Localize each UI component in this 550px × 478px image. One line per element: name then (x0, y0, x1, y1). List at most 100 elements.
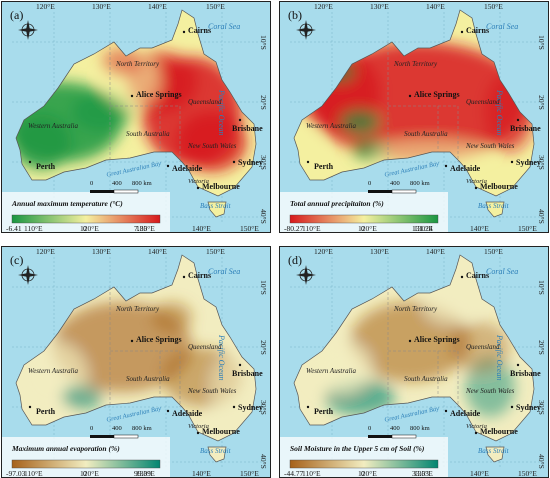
panel-label: (b) (288, 8, 302, 22)
state-borders (387, 287, 459, 407)
left-tick-label: 10°S (1, 300, 4, 315)
new-south-wales-label: New South Wales (188, 387, 237, 395)
bottom-tick-label: 140°E (192, 224, 211, 233)
right-tick-label: 40°S (536, 209, 546, 224)
right-tick-label: 10°S (258, 35, 268, 50)
south-australia-label: South Australia (126, 375, 170, 383)
bottom-tick-label: 150°E (240, 469, 259, 478)
city-label-cairns: Cairns (188, 271, 212, 280)
top-tick-label: 150°E (206, 247, 225, 256)
city-label-alice-springs: Alice Springs (414, 90, 460, 99)
left-tick-label: 10°S (279, 55, 282, 70)
coral-sea-label: Coral Sea (486, 22, 519, 31)
state-borders (109, 287, 181, 407)
right-tick-label: 20°S (536, 95, 546, 110)
city-markers (306, 30, 520, 190)
map-panel: (b) Total annual precipitaiton (%) -80.27 0… (279, 1, 549, 233)
bottom-tick-label: 110°E (24, 469, 43, 478)
city-label-melbourne: Melbourne (202, 427, 240, 436)
city-label-brisbane: Brisbane (510, 369, 541, 378)
bass-strait-label: Bass Strait (478, 202, 509, 210)
legend-colorbar (289, 459, 439, 469)
legend-max-label: 99.39 (134, 469, 151, 478)
city-label-brisbane: Brisbane (232, 369, 263, 378)
south-australia-label: South Australia (126, 130, 170, 138)
coral-sea-label: Coral Sea (208, 22, 241, 31)
legend-title: Maximum annual evaporation (%) (12, 444, 120, 453)
left-tick-label: 10°S (279, 300, 282, 315)
right-tick-label: 10°S (536, 280, 546, 295)
bottom-tick-label: 150°E (518, 224, 537, 233)
victoria-label: Victoria (466, 423, 487, 430)
western-australia-label: Western Australia (28, 122, 78, 130)
legend-min-label: -97.03 (6, 469, 26, 478)
pacific-ocean-label: Pacific Ocean (217, 90, 226, 136)
scale-label: 400 (112, 425, 122, 432)
top-tick-label: 140°E (426, 2, 445, 11)
city-label-sydney: Sydney (516, 158, 541, 167)
left-tick-label: 20°S (1, 360, 4, 375)
legend-background (2, 192, 170, 232)
pacific-ocean-label: Pacific Ocean (495, 335, 504, 381)
western-australia-label: Western Australia (306, 367, 356, 375)
panel-label: (d) (288, 253, 302, 267)
coastline (15, 254, 257, 463)
legend-max-label: 33.53 (412, 469, 429, 478)
northern-territory-label: North Territory (394, 60, 438, 68)
coral-sea-label: Coral Sea (486, 267, 519, 276)
top-tick-label: 130°E (370, 2, 389, 11)
top-tick-label: 120°E (314, 2, 333, 11)
bottom-tick-label: 150°E (240, 224, 259, 233)
left-tick-label: 30°S (1, 420, 4, 435)
scale-label: 800 km (132, 180, 152, 187)
left-tick-label: 20°S (279, 115, 282, 130)
scale-label: 0 (90, 180, 94, 187)
city-label-brisbane: Brisbane (510, 124, 541, 133)
queensland-label: Queensland (466, 343, 500, 351)
state-borders (109, 42, 181, 162)
panel-label: (c) (10, 253, 24, 267)
right-tick-label: 10°S (258, 280, 268, 295)
city-markers (28, 30, 242, 190)
coastline (293, 254, 535, 463)
legend-mid-label: 0 (361, 469, 365, 478)
bass-strait-label: Bass Strait (200, 447, 231, 455)
legend-min-label: -6.41 (6, 224, 22, 233)
top-tick-label: 150°E (484, 247, 503, 256)
south-australia-label: South Australia (404, 375, 448, 383)
map-canvas (280, 254, 540, 477)
compass-icon (18, 265, 38, 285)
queensland-label: Queensland (188, 98, 222, 106)
scale-label: 800 km (410, 180, 430, 187)
bottom-tick-label: 110°E (302, 224, 321, 233)
scale-bar (368, 189, 417, 194)
compass-icon (18, 20, 38, 40)
map-panel: (a) Annual maximum temperature (°C) -6.41 0… (1, 1, 271, 233)
city-label-sydney: Sydney (516, 403, 541, 412)
scale-bar (90, 189, 139, 194)
scale-label: 0 (368, 180, 372, 187)
legend-max-label: 131.24 (412, 224, 433, 233)
left-tick-label: 20°S (1, 115, 4, 130)
legend-title: Total annual precipitaiton (%) (290, 199, 384, 208)
coral-sea-label: Coral Sea (208, 267, 241, 276)
map-canvas (2, 9, 262, 232)
right-tick-label: 30°S (536, 400, 546, 415)
city-label-perth: Perth (36, 407, 56, 416)
right-tick-label: 40°S (536, 454, 546, 469)
right-tick-label: 20°S (258, 340, 268, 355)
city-label-melbourne: Melbourne (480, 427, 518, 436)
bottom-tick-label: 120°E (80, 469, 99, 478)
new-south-wales-label: New South Wales (188, 142, 237, 150)
top-tick-label: 120°E (36, 2, 55, 11)
queensland-label: Queensland (188, 343, 222, 351)
victoria-label: Victoria (466, 178, 487, 185)
coastline (293, 9, 535, 218)
compass-icon (296, 20, 316, 40)
legend-colorbar (11, 214, 161, 224)
western-australia-label: Western Australia (28, 367, 78, 375)
city-label-adelaide: Adelaide (172, 164, 203, 173)
bottom-tick-label: 110°E (24, 224, 43, 233)
scale-bar (368, 434, 417, 439)
right-tick-label: 40°S (258, 209, 268, 224)
